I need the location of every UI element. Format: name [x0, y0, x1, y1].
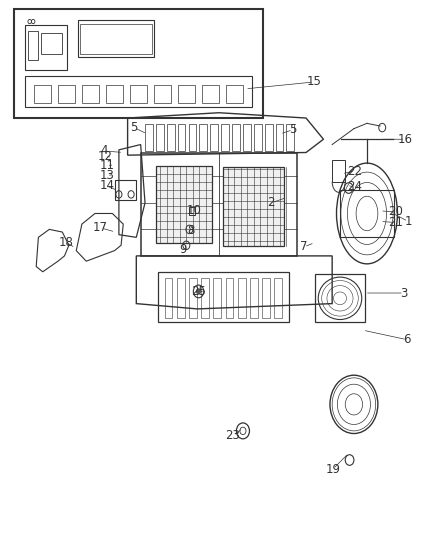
Bar	[178, 124, 185, 151]
Bar	[25, 76, 252, 108]
Bar	[25, 25, 67, 70]
Bar	[221, 124, 229, 151]
Bar	[276, 124, 283, 151]
Bar	[226, 278, 233, 318]
Bar	[262, 278, 270, 318]
Bar	[154, 85, 171, 103]
Text: 23: 23	[226, 429, 240, 442]
Bar	[34, 85, 51, 103]
Bar	[41, 33, 62, 54]
Bar	[254, 124, 261, 151]
Bar	[238, 278, 246, 318]
Bar	[178, 85, 195, 103]
Text: 1: 1	[405, 215, 412, 228]
Text: 7: 7	[300, 240, 307, 253]
Bar	[82, 85, 99, 103]
Bar	[165, 278, 173, 318]
Text: 11: 11	[99, 159, 114, 172]
Text: 15: 15	[307, 76, 321, 88]
Bar	[340, 190, 394, 237]
Bar	[286, 124, 294, 151]
Text: 2: 2	[268, 196, 275, 209]
Bar	[213, 278, 221, 318]
Text: 12: 12	[98, 150, 113, 163]
Bar	[226, 85, 243, 103]
Text: 14: 14	[99, 180, 114, 192]
Bar	[177, 278, 185, 318]
Text: 3: 3	[400, 287, 408, 300]
Bar	[315, 274, 365, 322]
Text: 8: 8	[187, 224, 194, 237]
Bar	[201, 278, 209, 318]
Bar	[274, 278, 282, 318]
Text: 21: 21	[388, 216, 403, 229]
Bar	[130, 85, 147, 103]
Bar	[199, 124, 207, 151]
Text: 24: 24	[347, 181, 362, 193]
Text: 9: 9	[180, 243, 187, 255]
Bar	[210, 124, 218, 151]
Bar	[58, 85, 75, 103]
Text: 22: 22	[347, 165, 362, 177]
Text: 17: 17	[93, 221, 108, 235]
Bar	[14, 10, 262, 118]
Text: 25: 25	[191, 286, 205, 298]
Text: 5: 5	[131, 121, 138, 134]
Bar	[243, 124, 251, 151]
Bar	[201, 85, 219, 103]
Bar	[106, 85, 123, 103]
Bar	[265, 124, 272, 151]
Bar	[116, 180, 136, 200]
Bar	[167, 124, 175, 151]
Ellipse shape	[196, 289, 201, 294]
Bar	[189, 278, 197, 318]
Bar	[145, 124, 153, 151]
Text: 16: 16	[398, 133, 413, 146]
Bar	[158, 272, 289, 322]
Text: 19: 19	[325, 463, 340, 475]
Bar	[332, 160, 345, 182]
Bar	[250, 278, 258, 318]
Bar	[156, 124, 164, 151]
Bar	[188, 124, 196, 151]
Bar	[223, 167, 284, 246]
Bar	[156, 166, 212, 243]
Text: 18: 18	[58, 236, 73, 248]
Bar	[78, 20, 154, 57]
Text: 6: 6	[403, 333, 411, 346]
Text: 10: 10	[187, 204, 201, 217]
Bar	[28, 30, 39, 60]
Text: 13: 13	[99, 169, 114, 182]
Text: 20: 20	[388, 205, 403, 219]
Text: 5: 5	[290, 123, 297, 136]
Text: 4: 4	[100, 144, 107, 157]
Bar	[80, 23, 152, 54]
Bar	[141, 152, 297, 256]
Bar	[232, 124, 240, 151]
